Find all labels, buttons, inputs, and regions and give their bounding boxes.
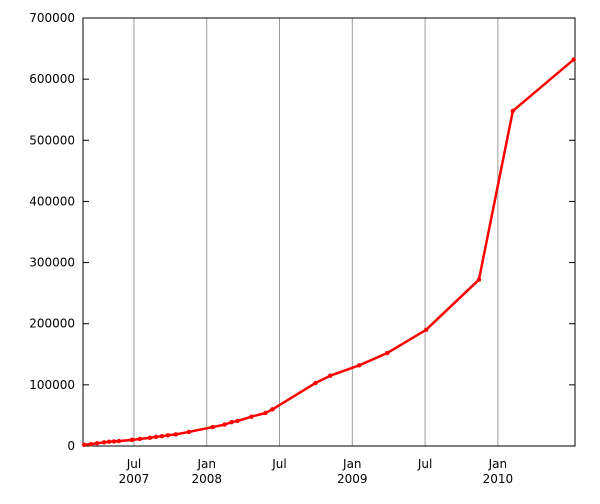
data-point bbox=[165, 433, 171, 438]
data-point bbox=[249, 414, 254, 419]
y-tick-label: 400000 bbox=[29, 194, 75, 208]
data-point bbox=[173, 432, 179, 437]
data-point bbox=[111, 439, 117, 444]
x-tick-label: Jul bbox=[271, 457, 286, 471]
data-point bbox=[101, 440, 107, 445]
data-point bbox=[313, 380, 318, 386]
data-point bbox=[270, 407, 275, 412]
y-tick-label: 500000 bbox=[29, 133, 75, 147]
data-point bbox=[129, 437, 135, 443]
y-tick-label: 700000 bbox=[29, 11, 75, 25]
data-point bbox=[137, 436, 143, 442]
data-point bbox=[235, 418, 240, 424]
data-point bbox=[153, 434, 159, 440]
data-point bbox=[571, 57, 576, 62]
data-point bbox=[116, 438, 122, 444]
x-tick-label: Jul bbox=[417, 457, 432, 471]
data-point bbox=[81, 442, 87, 447]
data-point bbox=[94, 441, 100, 446]
data-point bbox=[357, 363, 362, 368]
data-point bbox=[328, 373, 333, 378]
data-point bbox=[263, 410, 268, 416]
data-point bbox=[106, 439, 112, 444]
data-point bbox=[210, 424, 215, 430]
x-tick-label: Jan 2009 bbox=[337, 457, 368, 486]
y-tick-label: 200000 bbox=[29, 317, 75, 331]
data-point bbox=[385, 350, 390, 356]
data-point bbox=[147, 435, 153, 440]
y-tick-label: 0 bbox=[67, 439, 75, 453]
y-tick-label: 100000 bbox=[29, 378, 75, 392]
plot-frame bbox=[82, 17, 576, 447]
data-point bbox=[186, 429, 192, 435]
y-tick-label: 300000 bbox=[29, 256, 75, 270]
data-point bbox=[229, 419, 234, 425]
data-point bbox=[476, 277, 482, 282]
data-point bbox=[222, 422, 227, 427]
x-tick-label: Jan 2010 bbox=[483, 457, 514, 486]
y-tick-label: 600000 bbox=[29, 72, 75, 86]
data-point bbox=[88, 441, 94, 447]
data-point bbox=[510, 108, 516, 114]
data-point bbox=[423, 327, 429, 333]
x-tick-label: Jul 2007 bbox=[119, 457, 150, 486]
x-tick-label: Jan 2008 bbox=[191, 457, 222, 486]
data-line bbox=[84, 58, 575, 447]
data-point bbox=[159, 434, 165, 439]
